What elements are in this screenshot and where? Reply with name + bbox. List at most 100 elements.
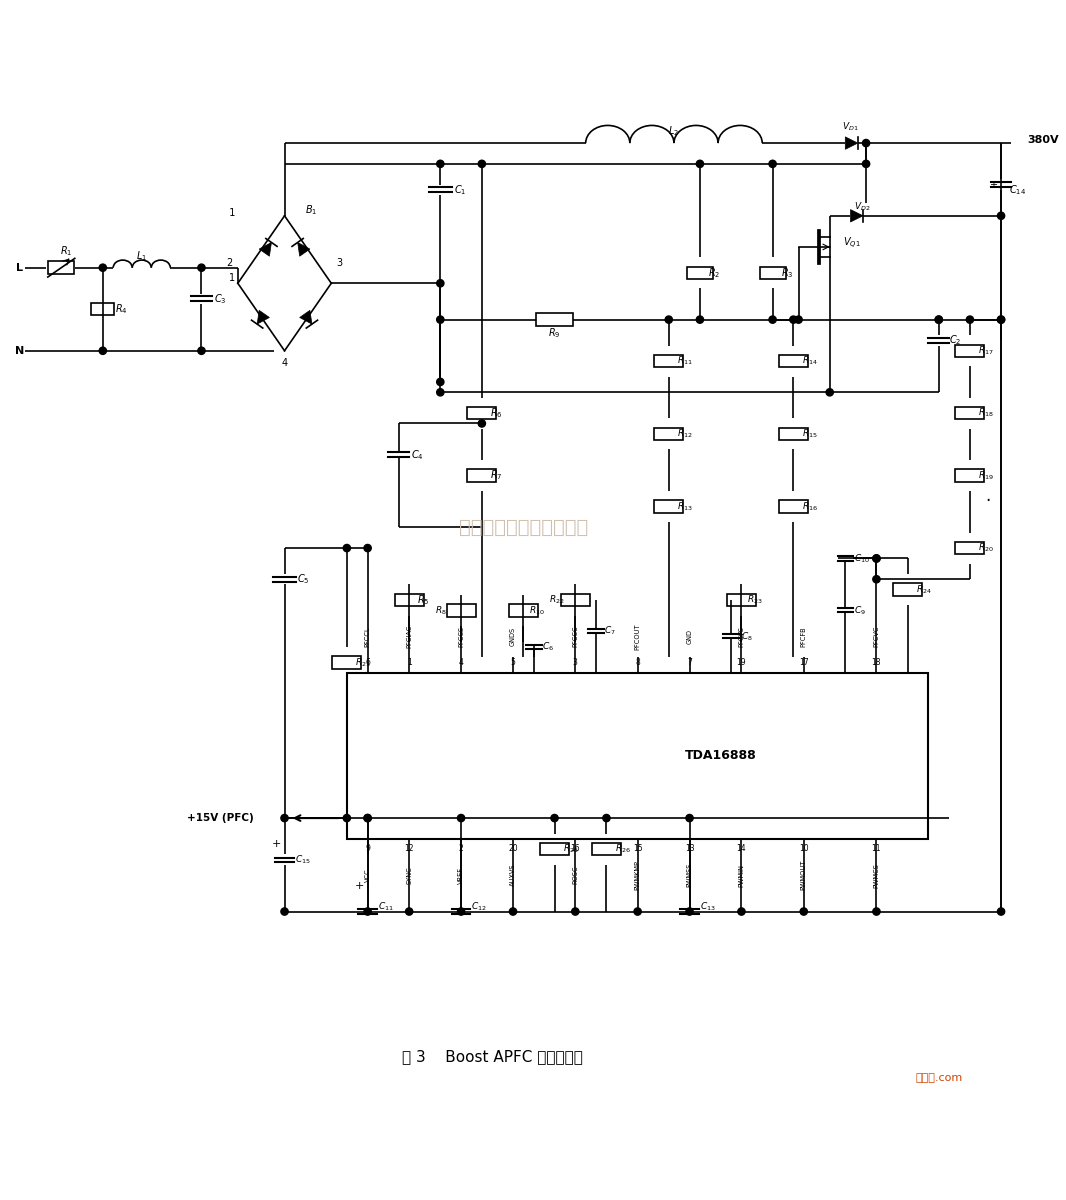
Text: $R_{11}$: $R_{11}$	[677, 355, 693, 367]
Circle shape	[862, 161, 870, 168]
Text: 2: 2	[458, 844, 464, 853]
Circle shape	[364, 908, 371, 916]
Bar	[760, 266, 786, 280]
Circle shape	[998, 212, 1004, 220]
Text: $C_8$: $C_8$	[742, 630, 754, 642]
Text: +: +	[272, 839, 281, 850]
Text: $L_1$: $L_1$	[136, 248, 147, 263]
Text: $V_{D2}$: $V_{D2}$	[854, 200, 870, 212]
Circle shape	[935, 316, 942, 323]
Polygon shape	[300, 311, 312, 324]
Circle shape	[510, 908, 517, 916]
Polygon shape	[297, 242, 310, 257]
Bar	[467, 407, 497, 419]
Text: $R_{17}$: $R_{17}$	[979, 344, 994, 358]
Text: PWMKMP: PWMKMP	[634, 860, 641, 890]
Text: $C_1$: $C_1$	[454, 182, 466, 197]
Text: 17: 17	[798, 659, 809, 667]
Bar	[508, 604, 538, 617]
Bar	[955, 344, 984, 358]
Circle shape	[364, 815, 371, 822]
Text: PWMCS: PWMCS	[873, 863, 879, 888]
Text: $R_{16}$: $R_{16}$	[802, 500, 818, 512]
Text: VREF: VREF	[458, 866, 464, 883]
Circle shape	[364, 545, 371, 552]
Bar	[955, 407, 984, 419]
Text: 3: 3	[337, 258, 342, 268]
Circle shape	[99, 264, 107, 271]
Text: $R_{13}$: $R_{13}$	[677, 500, 693, 512]
Text: ·: ·	[985, 492, 990, 510]
Circle shape	[795, 316, 803, 323]
Circle shape	[551, 815, 559, 822]
Circle shape	[769, 161, 776, 168]
Bar	[540, 842, 569, 856]
Bar	[48, 262, 75, 274]
Text: 杭州将睿和电子有限公司: 杭州将睿和电子有限公司	[458, 518, 588, 536]
Text: $C_9$: $C_9$	[854, 604, 866, 617]
Circle shape	[343, 545, 351, 552]
Circle shape	[479, 161, 485, 168]
Text: 1: 1	[223, 208, 236, 217]
Circle shape	[634, 908, 642, 916]
Text: $C_5$: $C_5$	[297, 572, 309, 586]
Text: PFCOUT: PFCOUT	[634, 623, 641, 649]
Circle shape	[437, 378, 443, 385]
Text: 18: 18	[872, 659, 882, 667]
Text: 11: 11	[872, 844, 882, 853]
Text: +: +	[355, 881, 364, 890]
Text: $R_{19}$: $R_{19}$	[979, 469, 995, 481]
Text: 3: 3	[572, 659, 578, 667]
Text: $C_3$: $C_3$	[214, 292, 226, 306]
Circle shape	[696, 161, 704, 168]
Bar	[592, 842, 621, 856]
Text: 9: 9	[366, 844, 370, 853]
Text: 16: 16	[570, 844, 580, 853]
Polygon shape	[851, 210, 863, 222]
Text: PFCIAC: PFCIAC	[406, 625, 413, 648]
Circle shape	[198, 347, 205, 354]
Text: 10: 10	[798, 844, 809, 853]
Text: 7: 7	[688, 659, 692, 667]
Circle shape	[437, 316, 443, 323]
Text: $R_2$: $R_2$	[708, 266, 721, 280]
Text: $C_{12}$: $C_{12}$	[471, 900, 487, 912]
Text: $R_5$: $R_5$	[418, 593, 430, 607]
Text: 19: 19	[737, 659, 746, 667]
Circle shape	[479, 420, 485, 427]
Circle shape	[873, 554, 881, 562]
Text: 6: 6	[366, 659, 370, 667]
Text: $C_{15}$: $C_{15}$	[295, 853, 310, 866]
Text: $R_6$: $R_6$	[490, 406, 503, 420]
Text: $C_6$: $C_6$	[543, 641, 554, 653]
Circle shape	[998, 316, 1004, 323]
Circle shape	[571, 908, 579, 916]
Bar	[779, 427, 808, 440]
Circle shape	[801, 908, 807, 916]
Text: $C_7$: $C_7$	[604, 625, 616, 637]
Text: $R_{26}$: $R_{26}$	[615, 842, 631, 856]
Text: $V_{D1}$: $V_{D1}$	[842, 120, 859, 133]
Circle shape	[873, 554, 881, 562]
Text: L: L	[16, 263, 23, 272]
Text: ROSC: ROSC	[572, 866, 579, 884]
Text: N: N	[15, 346, 25, 355]
Text: 1: 1	[407, 659, 411, 667]
Bar	[561, 594, 589, 606]
Text: $R_{18}$: $R_{18}$	[979, 407, 994, 419]
Bar	[92, 304, 114, 316]
Text: 4: 4	[281, 359, 288, 368]
Circle shape	[198, 264, 205, 271]
Bar	[655, 500, 683, 512]
Circle shape	[998, 908, 1004, 916]
Circle shape	[603, 815, 610, 822]
Bar	[536, 313, 572, 326]
Text: $R_{12}$: $R_{12}$	[677, 427, 693, 440]
Text: 图 3    Boost APFC 电路原理图: 图 3 Boost APFC 电路原理图	[402, 1050, 583, 1064]
Text: VCC: VCC	[365, 869, 371, 882]
Circle shape	[862, 139, 870, 146]
Circle shape	[99, 347, 107, 354]
Text: $R_{21}$: $R_{21}$	[355, 656, 371, 668]
Text: 20: 20	[508, 844, 518, 853]
Bar	[655, 427, 683, 440]
